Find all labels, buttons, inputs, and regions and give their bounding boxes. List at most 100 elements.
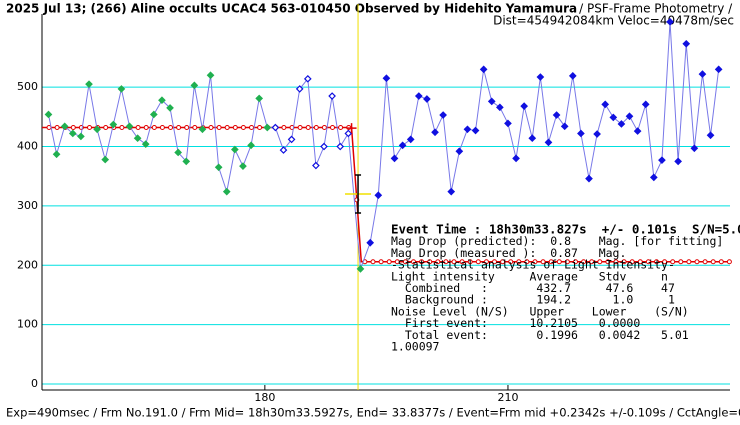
data-point: [279, 146, 288, 154]
model-marker: [370, 259, 376, 265]
fit-point: [346, 123, 357, 134]
data-point: [479, 65, 488, 74]
data-point: [206, 71, 215, 80]
data-point: [117, 85, 126, 93]
model-marker: [654, 259, 659, 265]
model-marker: [556, 259, 562, 265]
data-point: [93, 125, 101, 134]
model-marker: [386, 259, 392, 265]
info-line: Mag Drop (measured ): 0.87 Mag.: [391, 246, 626, 260]
data-point: [658, 156, 666, 165]
data-point: [649, 173, 658, 182]
data-point: [85, 80, 93, 89]
data-point: [271, 123, 280, 132]
model-marker: [564, 259, 570, 265]
data-point: [77, 132, 85, 141]
data-point: [414, 92, 423, 100]
x-tick-label: 210: [497, 391, 518, 404]
model-marker: [305, 125, 311, 131]
model-marker: [645, 259, 651, 265]
info-line: Background : 194.2 1.0 1: [391, 293, 675, 307]
info-line: Mag Drop (predicted): 0.8 Mag. [for fitt…: [391, 234, 723, 248]
model-marker: [678, 259, 684, 265]
data-point: [609, 113, 618, 122]
data-point: [690, 144, 699, 153]
model-marker: [548, 259, 554, 265]
data-point: [336, 142, 345, 151]
data-point: [714, 65, 723, 74]
model-marker: [321, 125, 327, 131]
data-point: [439, 111, 447, 119]
model-marker: [159, 125, 165, 131]
y-tick-label: 0: [31, 377, 38, 390]
model-marker: [151, 125, 157, 131]
data-point: [255, 94, 264, 103]
info-line: Total event: 0.1996 0.0042 5.01: [391, 328, 689, 342]
data-point: [471, 126, 480, 135]
data-point: [431, 128, 439, 137]
model-marker: [419, 259, 425, 265]
data-point: [617, 120, 626, 128]
model-marker: [70, 125, 76, 131]
data-point: [593, 130, 601, 138]
model-marker: [467, 259, 473, 265]
series-line: [369, 21, 720, 243]
model-marker: [483, 259, 489, 265]
model-marker: [726, 259, 732, 265]
info-line: 1.00097: [391, 340, 440, 354]
data-point: [328, 92, 336, 100]
data-point: [198, 125, 207, 134]
model-marker: [540, 259, 546, 265]
data-point: [303, 74, 312, 83]
data-point: [149, 110, 158, 119]
data-point: [214, 163, 223, 172]
model-marker: [508, 259, 514, 265]
data-point: [641, 100, 650, 109]
data-point: [133, 134, 142, 143]
model-marker: [338, 125, 344, 131]
model-marker: [103, 125, 109, 131]
data-point: [560, 122, 569, 131]
chart-subtitle: Dist=454942084km Veloc=40478m/sec: [493, 14, 734, 28]
data-point: [536, 73, 545, 81]
data-point: [125, 122, 134, 131]
data-point: [504, 119, 512, 128]
model-marker: [313, 125, 319, 131]
y-tick-label: 200: [17, 258, 38, 271]
data-point: [366, 238, 375, 247]
data-point: [698, 70, 707, 78]
data-point: [463, 125, 472, 134]
data-point: [601, 100, 610, 109]
connector: [360, 242, 371, 270]
data-point: [382, 74, 391, 83]
model-marker: [613, 259, 619, 265]
model-marker: [475, 259, 481, 265]
y-tick-label: 400: [17, 140, 38, 153]
data-point: [552, 111, 561, 119]
model-marker: [176, 125, 182, 131]
model-marker: [702, 259, 708, 265]
data-point: [68, 129, 77, 138]
data-point: [287, 135, 296, 144]
model-marker: [411, 259, 416, 265]
data-point: [263, 123, 272, 132]
data-point: [182, 157, 191, 166]
data-point: [44, 110, 53, 119]
data-point: [585, 174, 593, 183]
data-point: [52, 150, 61, 159]
model-marker: [257, 125, 263, 131]
data-point: [190, 81, 199, 90]
footer: Exp=490msec / Frm No.191.0 / Frm Mid= 18…: [6, 406, 740, 420]
model-marker: [573, 259, 578, 265]
data-point: [406, 135, 415, 144]
data-point: [101, 155, 110, 164]
info-line: Combined : 432.7 47.6 47: [391, 281, 675, 295]
info-line: Light intensity Average Stdv n: [391, 269, 668, 283]
model-marker: [516, 259, 522, 265]
data-point: [231, 145, 239, 154]
model-marker: [330, 125, 335, 131]
data-point: [320, 142, 328, 151]
model-marker: [208, 125, 214, 131]
data-point: [423, 95, 431, 103]
